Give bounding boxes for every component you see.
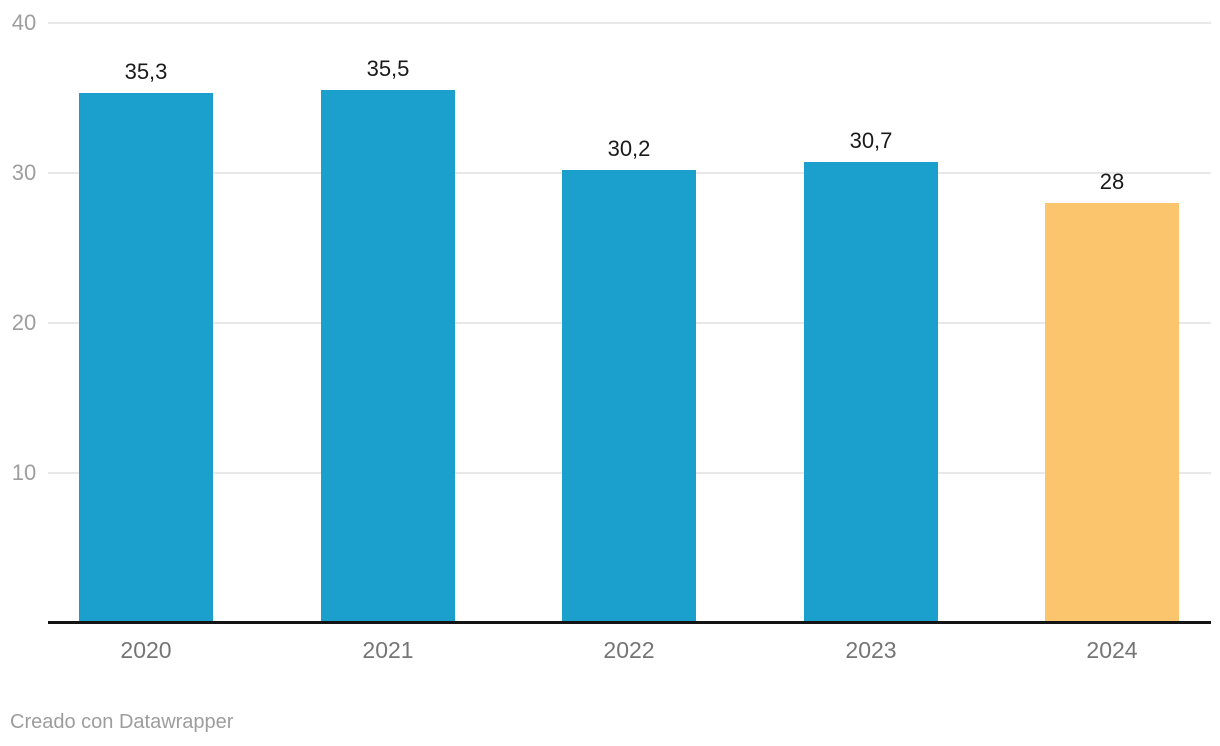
value-label-2023: 30,7 [849,128,893,153]
x-category-label-2021: 2021 [362,637,414,663]
y-tick-label-10: 10 [11,460,37,485]
value-label-2022: 30,2 [607,136,651,161]
bar-2023 [804,162,938,623]
bar-2024 [1045,203,1179,623]
x-category-label-2020: 2020 [120,637,172,663]
x-category-label-2022: 2022 [603,637,655,663]
y-tick-label-20: 20 [11,310,37,335]
x-category-label-2024: 2024 [1086,637,1138,663]
value-label-2020: 35,3 [124,59,168,84]
value-label-2021: 35,5 [366,56,410,81]
gridline-40 [48,22,1211,24]
datawrapper-attribution: Creado con Datawrapper [10,711,234,733]
value-label-2024: 28 [1099,169,1125,194]
x-category-label-2023: 2023 [845,637,897,663]
y-tick-label-30: 30 [11,160,37,185]
bar-2022 [562,170,696,623]
bar-2021 [321,90,455,623]
bar-2020 [79,93,213,623]
x-axis-line [48,621,1211,624]
y-tick-label-40: 40 [11,10,37,35]
